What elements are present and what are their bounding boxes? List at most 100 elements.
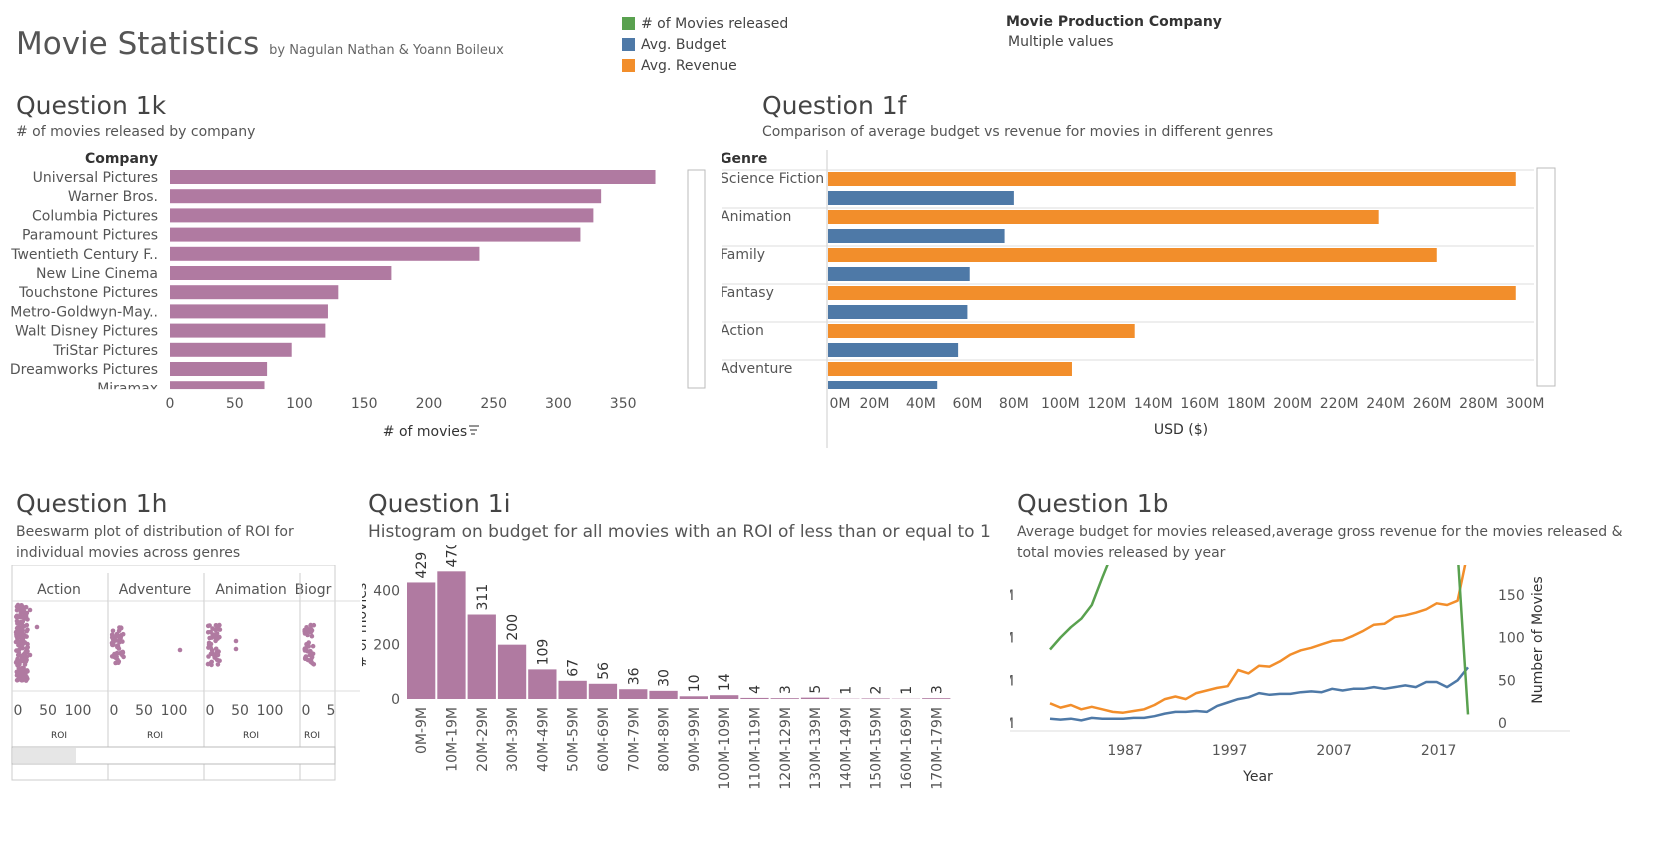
scrollbar-thumb[interactable] xyxy=(13,748,76,763)
bar[interactable] xyxy=(649,691,677,699)
bar[interactable] xyxy=(828,343,958,357)
vertical-scrollbar[interactable] xyxy=(1537,168,1555,386)
x-tick-label: 0M-9M xyxy=(414,707,430,754)
bar[interactable] xyxy=(828,172,1516,186)
legend-item-movies[interactable]: # of Movies released xyxy=(622,13,788,34)
category-label: Paramount Pictures xyxy=(22,228,158,244)
vertical-scrollbar[interactable] xyxy=(688,170,705,388)
x-axis-label: ROI xyxy=(304,731,320,741)
beeswarm-point xyxy=(121,650,126,655)
q1f-title: Question 1f xyxy=(762,91,906,120)
x-tick-label: 50 xyxy=(231,703,249,719)
beeswarm-point xyxy=(234,647,239,652)
bar[interactable] xyxy=(170,266,391,280)
bar[interactable] xyxy=(589,684,617,699)
bar[interactable] xyxy=(828,305,967,319)
bar[interactable] xyxy=(468,615,496,699)
bar[interactable] xyxy=(922,698,950,699)
beeswarm-point xyxy=(310,655,315,660)
company-filter[interactable]: Movie Production Company Multiple values xyxy=(1006,14,1222,50)
bar[interactable] xyxy=(862,698,890,699)
bar[interactable] xyxy=(559,681,587,699)
q1k-title: Question 1k xyxy=(16,91,166,120)
bar[interactable] xyxy=(710,695,738,699)
bar[interactable] xyxy=(170,324,325,338)
bar[interactable] xyxy=(828,191,1014,205)
bar[interactable] xyxy=(170,247,479,261)
beeswarm-point xyxy=(214,647,219,652)
bar[interactable] xyxy=(170,208,593,222)
x-tick-label: 0 xyxy=(166,396,175,412)
bar[interactable] xyxy=(170,228,580,242)
bar[interactable] xyxy=(170,285,338,299)
x-tick-label: 40M xyxy=(906,396,936,412)
category-label: Twentieth Century F.. xyxy=(10,247,158,263)
legend-swatch xyxy=(622,17,635,30)
series-line[interactable] xyxy=(1050,565,1468,713)
bar[interactable] xyxy=(740,698,768,699)
x-tick-label: 0 xyxy=(110,703,119,719)
beeswarm-point xyxy=(303,631,308,636)
beeswarm-point xyxy=(18,677,23,682)
beeswarm-point xyxy=(24,659,29,664)
filter-label: Movie Production Company xyxy=(1006,14,1222,30)
bar[interactable] xyxy=(437,571,465,699)
x-tick-label: 100 xyxy=(286,396,313,412)
bar[interactable] xyxy=(170,189,601,203)
x-tick-label: 2007 xyxy=(1316,743,1352,759)
beeswarm-point xyxy=(24,629,29,634)
bar[interactable] xyxy=(170,170,656,184)
category-label: Dreamworks Pictures xyxy=(10,362,158,378)
x-tick-label: 1997 xyxy=(1212,743,1248,759)
bar[interactable] xyxy=(828,248,1437,262)
y-tick-label: 100M xyxy=(1010,631,1014,647)
bar[interactable] xyxy=(828,362,1072,376)
data-label: 1 xyxy=(899,686,915,695)
bar[interactable] xyxy=(170,381,265,389)
x-tick-label: 90M-99M xyxy=(687,707,703,772)
x-tick-label: 70M-79M xyxy=(626,707,642,772)
bar[interactable] xyxy=(801,698,829,699)
category-label: Touchstone Pictures xyxy=(18,285,158,301)
x-axis-label: ROI xyxy=(147,731,163,741)
bar[interactable] xyxy=(828,324,1135,338)
bar[interactable] xyxy=(771,698,799,699)
bar[interactable] xyxy=(619,689,647,699)
x-tick-label: 0 xyxy=(206,703,215,719)
x-tick-label: 140M xyxy=(1134,396,1173,412)
beeswarm-point xyxy=(216,653,221,658)
category-label: Universal Pictures xyxy=(33,170,158,186)
bar[interactable] xyxy=(170,362,267,376)
x-tick-label: 10M-19M xyxy=(444,707,460,772)
bar[interactable] xyxy=(828,381,937,389)
beeswarm-point xyxy=(121,632,126,637)
y-tick-label: 400 xyxy=(373,583,400,599)
legend-item-budget[interactable]: Avg. Budget xyxy=(622,34,788,55)
beeswarm-point xyxy=(178,648,183,653)
chart-q1h: GenreAction050100ROIAdventure050100ROIAn… xyxy=(0,565,360,851)
bar[interactable] xyxy=(828,267,970,281)
y2-tick-label: 0 xyxy=(1498,716,1507,732)
x-axis-label: Year xyxy=(1242,769,1273,785)
x-tick-label: 2017 xyxy=(1421,743,1457,759)
bar[interactable] xyxy=(828,210,1379,224)
beeswarm-point xyxy=(308,660,313,665)
bar[interactable] xyxy=(528,669,556,699)
category-label: Adventure xyxy=(722,361,792,377)
sort-icon[interactable] xyxy=(469,426,479,434)
bar[interactable] xyxy=(498,645,526,699)
x-tick-label: 300 xyxy=(545,396,572,412)
bar[interactable] xyxy=(170,304,328,318)
bar[interactable] xyxy=(170,343,292,357)
chart-q1k: CompanyUniversal PicturesWarner Bros.Col… xyxy=(0,150,720,470)
filter-value[interactable]: Multiple values xyxy=(1008,34,1222,50)
bar[interactable] xyxy=(828,229,1005,243)
x-tick-label: 150 xyxy=(351,396,378,412)
data-label: 14 xyxy=(717,673,733,691)
beeswarm-point xyxy=(216,662,221,667)
bar[interactable] xyxy=(680,696,708,699)
legend-item-revenue[interactable]: Avg. Revenue xyxy=(622,55,788,76)
legend-swatch xyxy=(622,59,635,72)
bar[interactable] xyxy=(407,582,435,699)
bar[interactable] xyxy=(828,286,1516,300)
